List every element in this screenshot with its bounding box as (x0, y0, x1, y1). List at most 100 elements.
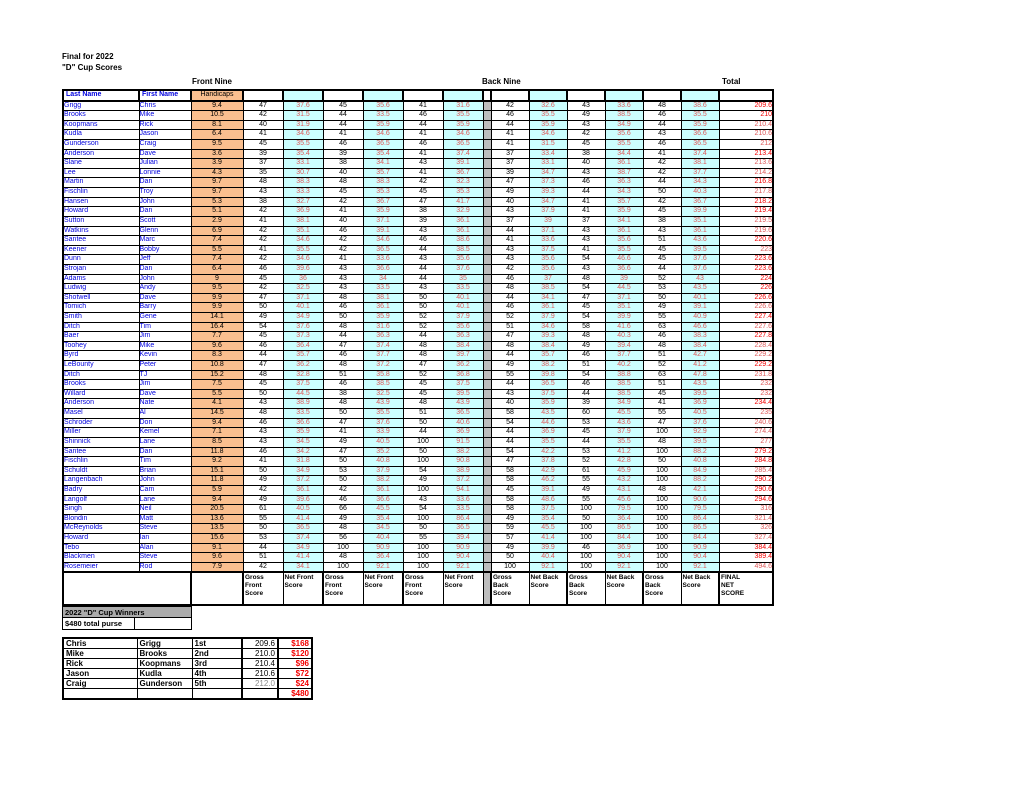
gross-score-cell: 45 (490, 484, 530, 496)
net-score-cell: 38.5 (528, 283, 568, 294)
gross-score-cell: 41 (322, 129, 364, 141)
gross-score-cell: 100 (402, 484, 444, 496)
net-score-cell: 36.1 (680, 225, 720, 237)
gross-score-cell: 42 (566, 129, 606, 141)
total-net-score-cell: 234.4 (718, 398, 774, 410)
first-name-cell: Marc (138, 235, 192, 246)
net-score-cell: 37.6 (680, 417, 720, 429)
gross-score-cell: 42 (242, 235, 284, 246)
gross-score-cell: 55 (242, 513, 284, 525)
gross-score-cell: 45 (402, 379, 444, 390)
last-name-cell: Ludwig (62, 283, 140, 294)
total-net-score-cell: 285.4 (718, 465, 774, 477)
handicap-cell: 8.3 (190, 350, 244, 362)
gross-score-cell: 50 (402, 292, 444, 304)
gross-score-cell: 50 (242, 388, 284, 400)
handicap-cell: 7.1 (190, 427, 244, 438)
total-net-score-cell: 279.2 (718, 446, 774, 458)
gross-score-cell: 47 (490, 331, 530, 342)
total-net-score-cell: 274.4 (718, 427, 774, 438)
net-score-cell: 35.2 (362, 446, 404, 458)
gross-score-cell: 44 (642, 177, 682, 189)
gross-score-cell: 47 (490, 177, 530, 189)
net-score-cell: 43 (680, 273, 720, 285)
gross-score-cell: 58 (490, 494, 530, 506)
player-row: Blondin Matt 13.6 55 41.4 49 35.4 100 86.4 49 35.4… (62, 513, 774, 525)
net-score-cell: 39.5 (680, 244, 720, 256)
gross-score-cell: 45 (642, 206, 682, 217)
front-back-divider (482, 292, 492, 304)
net-score-cell: 36.4 (604, 513, 644, 525)
gross-score-cell: 50 (642, 456, 682, 467)
gross-score-cell: 48 (642, 100, 682, 112)
winner-score-cell: 210.6 (241, 668, 279, 679)
handicaps-header: Handicaps (190, 89, 244, 102)
first-name-cell: TJ (138, 369, 192, 381)
net-score-cell: 37.1 (528, 225, 568, 237)
gross-score-cell: 100 (642, 552, 682, 563)
net-score-cell: 37.1 (362, 215, 404, 227)
gross-back-score-label: Gross Back Score (642, 571, 682, 606)
net-score-cell: 33.6 (362, 254, 404, 265)
page-title: Final for 2022 (62, 52, 114, 61)
winner-place-cell: 5th (191, 678, 243, 689)
gross-score-cell: 53 (566, 417, 606, 429)
handicap-cell: 8.5 (190, 436, 244, 448)
net-score-cell: 38.7 (604, 167, 644, 179)
gross-score-cell: 42 (322, 244, 364, 256)
net-score-cell: 33.6 (528, 235, 568, 246)
front-back-divider (482, 417, 492, 429)
gross-score-cell: 47 (322, 417, 364, 429)
net-score-cell: 40.2 (604, 360, 644, 371)
net-score-cell: 35.6 (604, 235, 644, 246)
player-row: Ditch TJ 15.2 48 32.8 51 35.8 52 36.8 55 39.8 54 38.… (62, 369, 774, 381)
net-score-cell: 84.4 (604, 533, 644, 544)
first-name-cell: Craig (138, 139, 192, 150)
net-score-cell: 39.3 (528, 187, 568, 198)
last-name-cell: Fischlin (62, 187, 140, 198)
gross-score-cell: 44 (402, 331, 444, 342)
net-score-cell: 88.2 (680, 446, 720, 458)
net-score-cell: 31.6 (442, 100, 484, 112)
front-back-divider (482, 263, 492, 275)
winner-score-cell: 212.0 (241, 678, 279, 689)
gross-score-cell: 46 (566, 350, 606, 362)
last-name-cell: Tebo (62, 542, 140, 554)
net-score-cell: 43.1 (604, 484, 644, 496)
gross-score-cell: 52 (402, 369, 444, 381)
gross-score-cell: 100 (490, 561, 530, 573)
net-score-cell: 92.9 (680, 427, 720, 438)
gross-score-cell: 61 (566, 465, 606, 477)
gross-score-cell: 46 (402, 139, 444, 150)
net-score-cell: 31.9 (282, 119, 324, 131)
front-back-divider (482, 167, 492, 179)
handicap-cell: 6.4 (190, 263, 244, 275)
gross-score-cell: 49 (566, 110, 606, 121)
first-name-cell: Rick (138, 119, 192, 131)
total-net-score-cell: 219.5 (718, 215, 774, 227)
first-name-cell: Jeff (138, 254, 192, 265)
first-name-cell: Gene (138, 312, 192, 323)
gross-score-cell: 43 (402, 158, 444, 169)
net-score-cell: 43.6 (604, 417, 644, 429)
gross-score-cell: 50 (242, 465, 284, 477)
net-score-cell: 35.6 (442, 321, 484, 333)
gross-score-cell: 38 (322, 388, 364, 400)
last-name-cell: McReynolds (62, 523, 140, 534)
net-score-cell: 34.1 (604, 215, 644, 227)
gross-score-cell: 43 (490, 254, 530, 265)
net-score-cell: 36.9 (528, 427, 568, 438)
gross-score-cell: 48 (322, 398, 364, 410)
gross-score-cell: 43 (322, 283, 364, 294)
handicap-cell: 9 (190, 273, 244, 285)
handicap-cell: 9.4 (190, 100, 244, 112)
net-score-cell: 34.3 (604, 187, 644, 198)
net-score-cell: 37.2 (282, 475, 324, 486)
net-score-cell: 34.9 (282, 542, 324, 554)
first-name-cell: Tim (138, 456, 192, 467)
gross-score-cell: 49 (402, 475, 444, 486)
net-score-cell: 37.9 (442, 312, 484, 323)
gross-score-cell: 46 (322, 379, 364, 390)
net-score-cell: 46.6 (680, 321, 720, 333)
total-net-score-cell: 216.8 (718, 177, 774, 189)
